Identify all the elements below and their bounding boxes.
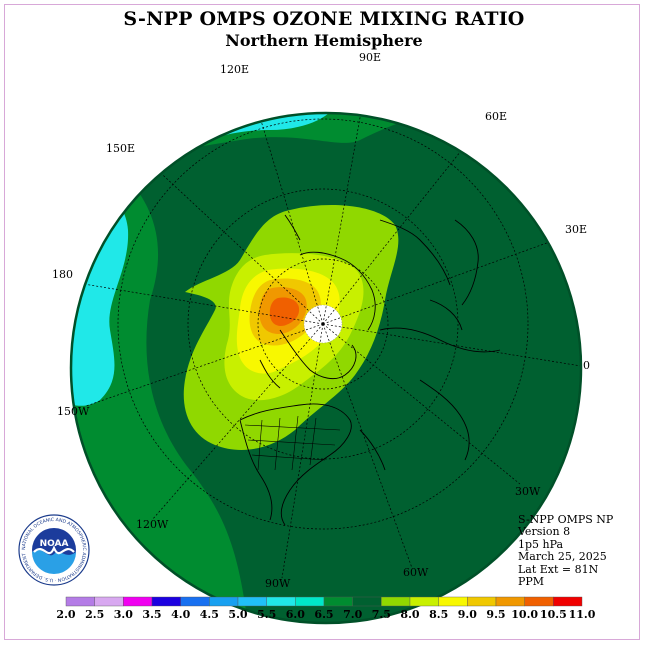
figure-frame	[4, 4, 640, 640]
colorbar-label: 5.5	[257, 608, 277, 621]
lon-label-60e: 60E	[485, 110, 508, 123]
lon-label-150e: 150E	[106, 142, 136, 155]
lon-label-90e: 90E	[359, 51, 382, 64]
lon-label-30e: 30E	[565, 223, 588, 236]
chart-title: S-NPP OMPS OZONE MIXING RATIO	[123, 8, 525, 30]
coastlines	[239, 214, 501, 526]
colorbar-label: 9.5	[486, 608, 506, 621]
contour-10-0	[269, 297, 300, 326]
colorbar-label: 3.5	[142, 608, 162, 621]
us-state-lines	[244, 415, 341, 471]
colorbar-label: 4.0	[171, 608, 191, 621]
lon-label-120w: 120W	[136, 518, 169, 531]
logo-globe-bottom	[32, 549, 76, 574]
lon-label-90w: 90W	[265, 577, 291, 590]
logo-gull	[33, 545, 75, 555]
chart-subtitle: Northern Hemisphere	[225, 31, 423, 50]
noaa-logo: NATIONAL OCEANIC AND ATMOSPHERIC ADMINIS…	[18, 514, 90, 586]
colorbar-label: 8.5	[429, 608, 449, 621]
colorbar-label: 4.5	[199, 608, 219, 621]
colorbar-label: 7.0	[343, 608, 363, 621]
lon-label-120e: 120E	[220, 63, 250, 76]
info-pressure: 1p5 hPa	[518, 537, 564, 551]
map-boundary	[69, 111, 583, 625]
colorbar-label: 11.0	[568, 608, 596, 621]
lon-label-30w: 30W	[515, 485, 541, 498]
colorbar-label: 3.0	[113, 608, 133, 621]
colorbar-label: 7.5	[371, 608, 391, 621]
product-info: S-NPP OMPS NP Version 8 1p5 hPa March 25…	[518, 513, 614, 589]
graticule	[71, 113, 581, 579]
lon-label-60w: 60W	[403, 566, 429, 579]
lon-label-0: 0	[583, 359, 590, 372]
colorbar-label: 6.5	[314, 608, 334, 621]
colorbar-label: 5.0	[228, 608, 248, 621]
info-version: Version 8	[518, 525, 571, 539]
info-instrument: S-NPP OMPS NP	[518, 513, 614, 526]
info-date: March 25, 2025	[518, 550, 607, 564]
colorbar-label: 10.0	[511, 608, 539, 621]
colorbar-label: 6.0	[285, 608, 305, 621]
logo-acronym: NOAA	[40, 539, 69, 549]
lon-label-150w: 150W	[57, 405, 90, 418]
info-units: PPM	[518, 575, 545, 589]
info-lat-ext: Lat Ext = 81N	[518, 562, 599, 576]
colorbar-label: 9.0	[457, 608, 477, 621]
lon-label-180: 180	[52, 268, 73, 281]
colorbar-label: 2.0	[56, 608, 76, 621]
colorbar-label: 10.5	[539, 608, 567, 621]
colorbar-label: 8.0	[400, 608, 420, 621]
colorbar-label: 2.5	[85, 608, 105, 621]
